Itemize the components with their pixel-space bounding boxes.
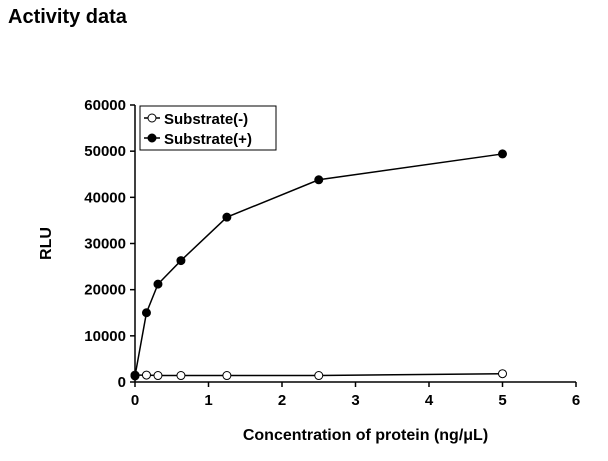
x-tick-label: 0 <box>131 392 139 409</box>
legend-marker <box>147 113 157 123</box>
x-tick-label: 2 <box>278 392 286 409</box>
page-title: Activity data <box>8 6 127 28</box>
series-1-point <box>141 370 151 380</box>
legend-box <box>139 105 277 151</box>
x-tick-label: 1 <box>204 392 212 409</box>
y-tick-label: 60000 <box>84 97 126 114</box>
legend-label: Substrate(-) <box>164 111 248 128</box>
legend-label: Substrate(+) <box>164 131 252 148</box>
y-tick-label: 30000 <box>84 236 126 253</box>
y-tick-label: 40000 <box>84 189 126 206</box>
chart-legend: Substrate(-) Substrate(+) <box>139 105 277 151</box>
y-tick-label: 10000 <box>84 328 126 345</box>
series-2-point <box>498 149 507 159</box>
series-2-point <box>314 175 324 185</box>
series-1-point <box>176 371 186 381</box>
x-tick-label: 5 <box>498 392 506 409</box>
series-2-point <box>130 371 140 381</box>
x-tick-label: 4 <box>425 392 434 409</box>
y-tick-label: 50000 <box>84 143 126 160</box>
chart-ticks: 0 10000 20000 30000 40000 50000 60000 0 1 2 3 4 5 6 <box>84 97 580 409</box>
x-tick-label: 3 <box>351 392 359 409</box>
series-2-line <box>134 153 503 377</box>
y-tick-label: 0 <box>118 374 126 391</box>
series-1-point <box>498 369 507 379</box>
x-axis-label: Concentration of protein (ng/μL) <box>243 427 488 444</box>
y-tick-label: 20000 <box>84 282 126 299</box>
series-2-point <box>222 212 232 222</box>
chart-series <box>130 149 507 381</box>
series-2-point <box>153 279 163 289</box>
series-1-point <box>314 371 324 381</box>
series-2-point <box>176 256 186 266</box>
y-axis-label: RLU <box>38 227 55 260</box>
series-1-point <box>153 371 163 381</box>
legend-marker <box>147 133 157 143</box>
series-1-point <box>222 371 232 381</box>
x-tick-label: 6 <box>572 392 580 409</box>
series-2-point <box>141 308 151 318</box>
